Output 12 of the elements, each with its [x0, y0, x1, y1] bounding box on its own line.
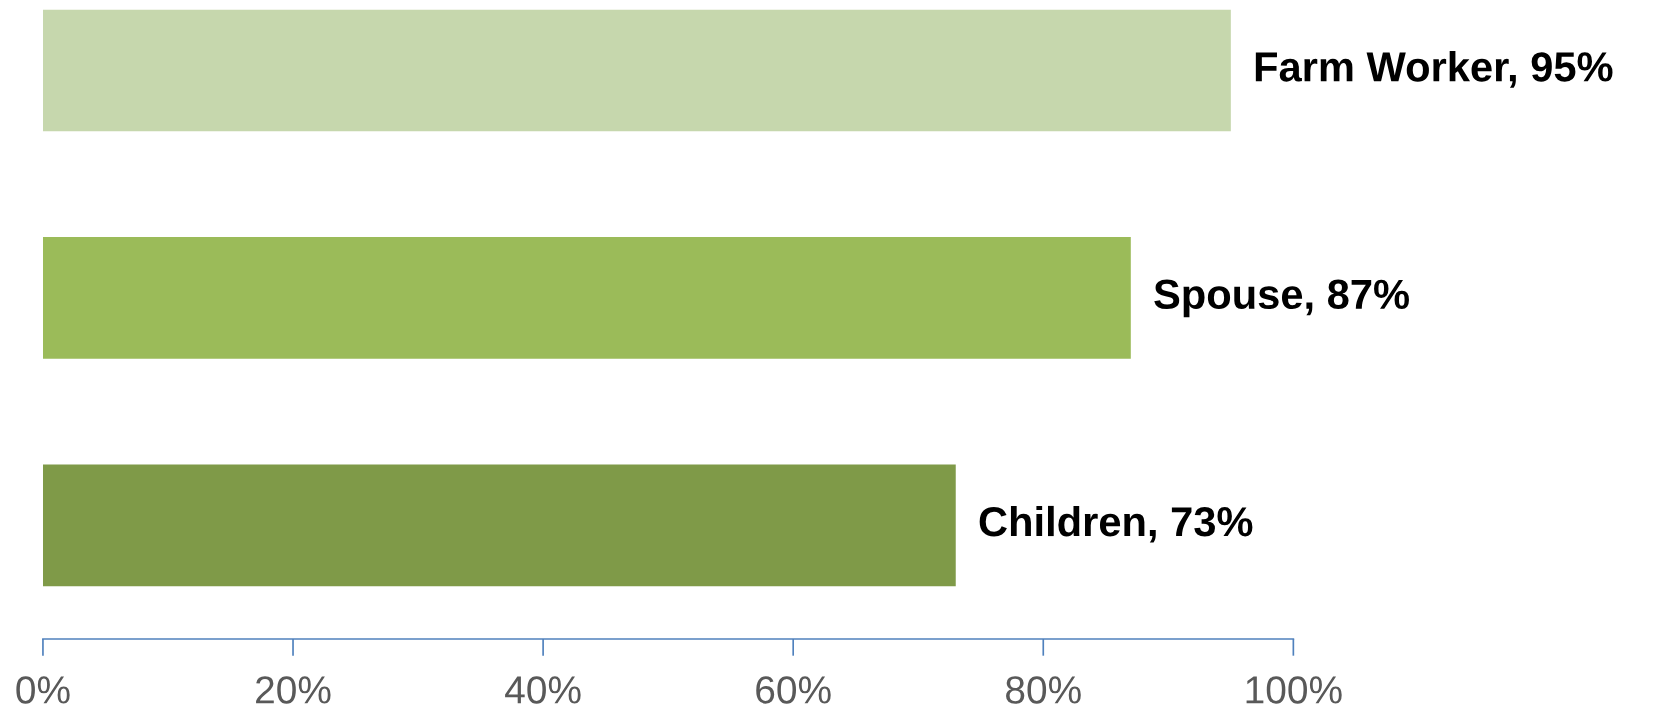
x-tick-label: 80%	[1006, 676, 1081, 704]
bar	[42, 9, 1231, 132]
bar	[42, 237, 1131, 359]
bar	[42, 464, 956, 587]
data-label: Children, 73%	[979, 505, 1253, 543]
data-label: Spouse, 87%	[1154, 279, 1409, 318]
x-tick-label: 40%	[505, 676, 581, 704]
x-tick-label: 100%	[1246, 676, 1342, 704]
data-label: Farm Worker, 95%	[1255, 51, 1613, 88]
x-tick-label: 60%	[756, 676, 831, 704]
x-tick-label: 20%	[256, 676, 331, 704]
x-tick-label: 0%	[16, 676, 70, 704]
